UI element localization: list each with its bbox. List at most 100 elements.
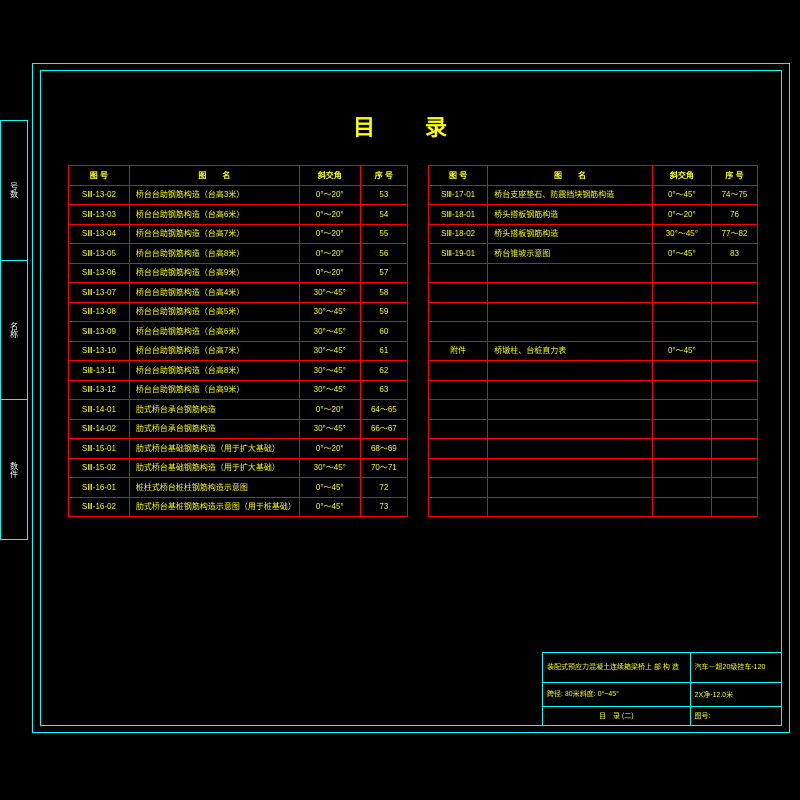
table-row	[429, 322, 758, 342]
cell-seq: 62	[360, 361, 407, 381]
table-row: SⅢ-18-01桥头搭板钢筋构造0°～20°76	[429, 205, 758, 225]
cell-id: SⅢ-13-04	[69, 224, 130, 244]
table-row: SⅢ-14-01肋式桥台承台钢筋构造0°～20°64～65	[69, 400, 408, 420]
cell-id	[429, 380, 488, 400]
header-seq: 序 号	[711, 166, 757, 186]
cell-seq: 64～65	[360, 400, 407, 420]
table-row	[429, 380, 758, 400]
cell-name: 桥台锥坡示意图	[488, 244, 653, 264]
cell-seq: 77～82	[711, 224, 757, 244]
cell-seq	[711, 283, 757, 303]
cell-id: SⅢ-16-01	[69, 478, 130, 498]
header-name: 图 名	[129, 166, 299, 186]
cell-angle: 0°～45°	[652, 244, 711, 264]
cell-id: SⅢ-19-01	[429, 244, 488, 264]
table-row: SⅢ-13-05桥台台助钢筋构造（台高8米）0°～20°56	[69, 244, 408, 264]
table-row: SⅢ-17-01桥台支座垫石、防震挡块钢筋构造0°～45°74～75	[429, 185, 758, 205]
cell-seq: 76	[711, 205, 757, 225]
cell-name: 肋式桥台基础钢筋构造（用于扩大基础）	[129, 439, 299, 459]
cell-id	[429, 361, 488, 381]
cell-seq: 59	[360, 302, 407, 322]
side-cell-3: 数件	[1, 400, 27, 539]
cell-angle	[652, 400, 711, 420]
cell-seq: 66～67	[360, 419, 407, 439]
cell-id	[429, 322, 488, 342]
table-row: SⅢ-13-09桥台台助钢筋构造（台高6米）30°～45°60	[69, 322, 408, 342]
cell-id: SⅢ-14-02	[69, 419, 130, 439]
table-row: SⅢ-13-04桥台台助钢筋构造（台高7米）0°～20°55	[69, 224, 408, 244]
cell-name: 桥台台助钢筋构造（台高6米）	[129, 322, 299, 342]
table-row: SⅢ-15-01肋式桥台基础钢筋构造（用于扩大基础）0°～20°68～69	[69, 439, 408, 459]
cell-seq: 72	[360, 478, 407, 498]
toc-table-right: 图 号 图 名 斜交角 序 号 SⅢ-17-01桥台支座垫石、防震挡块钢筋构造0…	[428, 165, 758, 517]
cell-seq	[711, 380, 757, 400]
table-row: SⅢ-13-11桥台台助钢筋构造（台高8米）30°～45°62	[69, 361, 408, 381]
cell-name: 桥头搭板钢筋构造	[488, 224, 653, 244]
cell-id: SⅢ-13-10	[69, 341, 130, 361]
cell-angle: 30°～45°	[299, 341, 360, 361]
tb-span: 跨径: 30米斜度: 0°~45°	[543, 683, 691, 706]
cell-name	[488, 361, 653, 381]
cell-name: 桥台台助钢筋构造（台高7米）	[129, 341, 299, 361]
cell-id	[429, 283, 488, 303]
table-row: SⅢ-13-06桥台台助钢筋构造（台高9米）0°～20°57	[69, 263, 408, 283]
cell-name	[488, 380, 653, 400]
cell-id	[429, 497, 488, 517]
cell-angle: 0°～20°	[299, 185, 360, 205]
cell-id: SⅢ-13-12	[69, 380, 130, 400]
cell-angle: 0°～20°	[652, 205, 711, 225]
cell-seq	[711, 341, 757, 361]
cell-seq	[711, 400, 757, 420]
cell-name	[488, 322, 653, 342]
table-row: SⅢ-14-02肋式桥台承台钢筋构造30°～45°66～67	[69, 419, 408, 439]
cell-angle	[652, 478, 711, 498]
cell-angle	[652, 439, 711, 459]
cell-name: 肋式桥台基础钢筋构造（用于扩大基础）	[129, 458, 299, 478]
table-row: SⅢ-15-02肋式桥台基础钢筋构造（用于扩大基础）30°～45°70～71	[69, 458, 408, 478]
header-id: 图 号	[429, 166, 488, 186]
cell-name	[488, 400, 653, 420]
cell-angle: 30°～45°	[299, 458, 360, 478]
cell-name: 桥台支座垫石、防震挡块钢筋构造	[488, 185, 653, 205]
header-angle: 斜交角	[652, 166, 711, 186]
cell-name	[488, 478, 653, 498]
table-row: SⅢ-13-10桥台台助钢筋构造（台高7米）30°～45°61	[69, 341, 408, 361]
table-row: SⅢ-18-02桥头搭板钢筋构造30°～45°77～82	[429, 224, 758, 244]
tb-project: 装配式预应力混凝土连续箱梁桥上 部 构 造	[543, 653, 691, 682]
cell-seq: 55	[360, 224, 407, 244]
tb-title: 目 录 (二)	[543, 707, 691, 725]
cell-angle	[652, 380, 711, 400]
cell-seq: 70～71	[360, 458, 407, 478]
cell-seq: 54	[360, 205, 407, 225]
cell-seq	[711, 419, 757, 439]
cell-seq: 58	[360, 283, 407, 303]
cell-id: SⅢ-13-07	[69, 283, 130, 303]
table-row: 附件桥墩柱、台桩直力表0°～45°	[429, 341, 758, 361]
cell-id	[429, 302, 488, 322]
left-table: 图 号 图 名 斜交角 序 号 SⅢ-13-02桥台台助钢筋构造（台高3米）0°…	[68, 165, 408, 517]
cell-seq	[711, 478, 757, 498]
cell-name: 桥台台助钢筋构造（台高5米）	[129, 302, 299, 322]
right-table: 图 号 图 名 斜交角 序 号 SⅢ-17-01桥台支座垫石、防震挡块钢筋构造0…	[428, 165, 758, 517]
cell-id: SⅢ-13-06	[69, 263, 130, 283]
cell-name: 肋式桥台承台钢筋构造	[129, 400, 299, 420]
table-row	[429, 478, 758, 498]
cell-angle: 0°～20°	[299, 205, 360, 225]
table-row: SⅢ-13-02桥台台助钢筋构造（台高3米）0°～20°53	[69, 185, 408, 205]
cell-id: SⅢ-13-08	[69, 302, 130, 322]
table-row: SⅢ-16-01桩柱式桥台桩柱钢筋构造示意图0°～45°72	[69, 478, 408, 498]
cell-id	[429, 400, 488, 420]
cell-id: SⅢ-13-11	[69, 361, 130, 381]
table-row	[429, 439, 758, 459]
cell-seq: 83	[711, 244, 757, 264]
cell-seq: 74～75	[711, 185, 757, 205]
cell-angle: 30°～45°	[299, 302, 360, 322]
cell-seq: 68～69	[360, 439, 407, 459]
cell-id: SⅢ-15-01	[69, 439, 130, 459]
cell-name	[488, 439, 653, 459]
table-header-row: 图 号 图 名 斜交角 序 号	[429, 166, 758, 186]
cell-angle: 0°～20°	[299, 244, 360, 264]
side-panel: 号数 名称 数件	[0, 120, 28, 540]
cell-angle: 30°～45°	[299, 322, 360, 342]
table-row: SⅢ-13-12桥台台助钢筋构造（台高9米）30°～45°63	[69, 380, 408, 400]
